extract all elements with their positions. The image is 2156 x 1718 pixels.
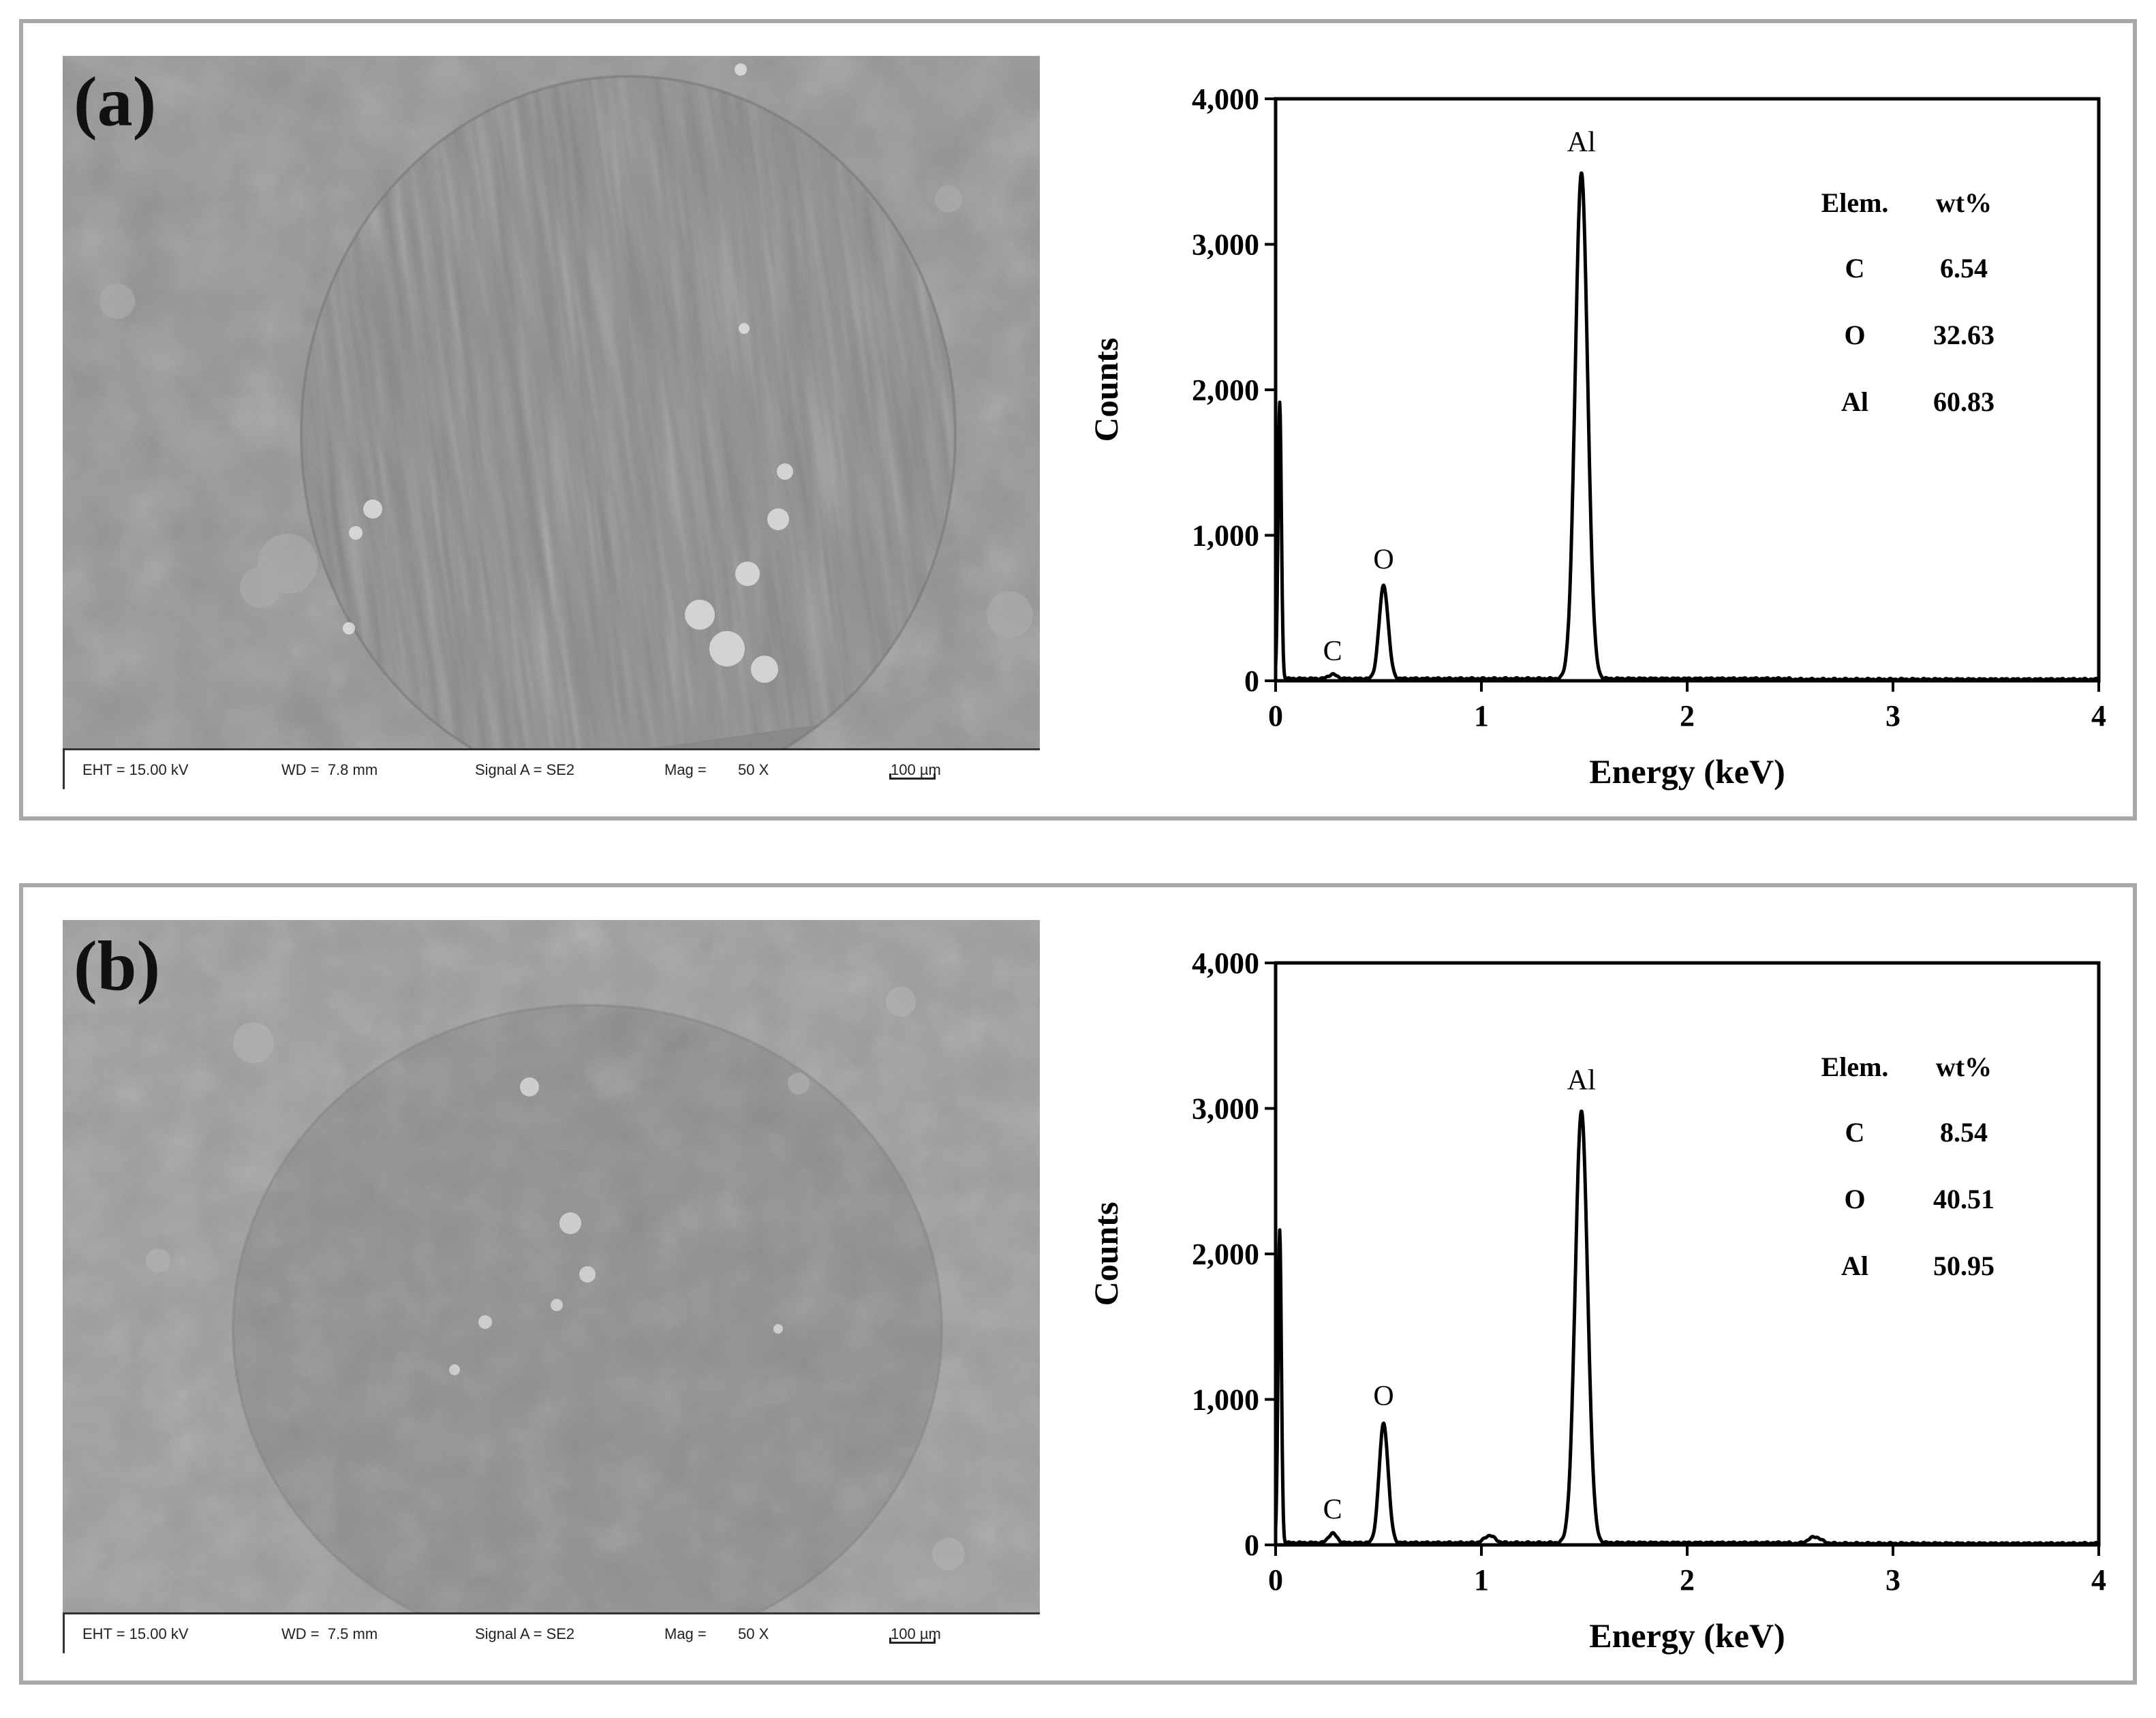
sem-eht: EHT = 15.00 kV — [82, 1625, 189, 1642]
panel-label-b: (b) — [74, 927, 161, 1005]
sem-mag-label: Mag = — [664, 761, 707, 778]
x-tick-label: 1 — [1474, 1563, 1489, 1597]
composition-header-value: wt% — [1936, 187, 1992, 218]
x-tick-label: 3 — [1885, 699, 1900, 733]
composition-value: 60.83 — [1933, 386, 1995, 417]
sem-wd: WD = 7.8 mm — [281, 761, 378, 778]
composition-table: Elem. wt% C 8.54 O 40.51 Al 50.95 — [1821, 1052, 1995, 1281]
x-tick-label: 4 — [2091, 699, 2106, 733]
sem-wd: WD = 7.5 mm — [281, 1625, 378, 1642]
x-tick-label: 4 — [2091, 1563, 2106, 1597]
spectrum-line — [1274, 171, 2100, 682]
x-axis-label: Energy (keV) — [1589, 1616, 1785, 1655]
sem-mag-value: 50 X — [738, 1625, 769, 1642]
peak-label: Al — [1567, 1065, 1596, 1096]
sem-signal: Signal A = SE2 — [475, 1625, 575, 1642]
sem-micrograph-b: EHT = 15.00 kV WD = 7.5 mm Signal A = SE… — [63, 920, 1040, 1653]
x-tick-label: 2 — [1680, 1563, 1695, 1597]
sem-image-a — [63, 56, 1040, 748]
x-axis-label: Energy (keV) — [1589, 752, 1785, 791]
panel-label-a: (a) — [74, 63, 157, 141]
composition-element: C — [1845, 1117, 1865, 1148]
x-tick-label: 2 — [1680, 699, 1695, 733]
sem-micrograph-a: EHT = 15.00 kV WD = 7.8 mm Signal A = SE… — [63, 56, 1040, 789]
scalebar — [889, 1638, 936, 1644]
scalebar-label: 100 µm — [891, 1625, 941, 1642]
composition-element: O — [1844, 320, 1865, 350]
composition-header-element: Elem. — [1821, 1052, 1889, 1082]
peak-labels: C O Al — [1323, 1065, 1596, 1526]
sem-mag-label: Mag = — [664, 1625, 707, 1642]
composition-element: Al — [1841, 1251, 1868, 1281]
composition-element: C — [1845, 253, 1865, 283]
peak-label: Al — [1567, 127, 1596, 158]
y-tick-label: 2,000 — [1192, 373, 1259, 407]
y-tick-label: 4,000 — [1192, 947, 1259, 980]
sem-info-bar-b: EHT = 15.00 kV WD = 7.5 mm Signal A = SE… — [63, 1612, 1040, 1653]
y-tick-label: 3,000 — [1192, 228, 1259, 262]
y-tick-label: 2,000 — [1192, 1238, 1259, 1271]
sem-signal: Signal A = SE2 — [475, 761, 575, 778]
composition-header-element: Elem. — [1821, 187, 1889, 218]
axis-ticks: 0 1 2 3 4 0 1,000 2,000 3,000 4,000 — [1192, 947, 2106, 1597]
x-tick-label: 0 — [1268, 1563, 1283, 1597]
scalebar-label: 100 µm — [891, 761, 941, 778]
scalebar — [889, 773, 936, 780]
eds-spectrum-chart-a: 0 1 2 3 4 0 1,000 2,000 3,000 4,000 Counts Energy… — [1087, 82, 2106, 791]
composition-value: 32.63 — [1933, 320, 1995, 350]
panel-b: EHT = 15.00 kV WD = 7.5 mm Signal A = SE… — [19, 883, 2137, 1685]
y-tick-label: 3,000 — [1192, 1092, 1259, 1126]
sem-eht: EHT = 15.00 kV — [82, 761, 189, 778]
peak-label: C — [1323, 636, 1342, 667]
axis-ticks: 0 1 2 3 4 0 1,000 2,000 3,000 4,000 — [1192, 82, 2106, 733]
sem-image-b — [63, 920, 1040, 1612]
x-tick-label: 1 — [1474, 699, 1489, 733]
composition-value: 8.54 — [1940, 1117, 1988, 1148]
composition-element: O — [1844, 1184, 1865, 1214]
y-tick-label: 0 — [1244, 1529, 1259, 1562]
composition-element: Al — [1841, 386, 1868, 417]
spectrum-line — [1274, 1109, 2100, 1546]
peak-label: O — [1373, 544, 1393, 576]
sem-mag-value: 50 X — [738, 761, 769, 778]
y-axis-label: Counts — [1087, 338, 1125, 442]
y-tick-label: 1,000 — [1192, 519, 1259, 553]
peak-label: O — [1373, 1381, 1393, 1412]
composition-value: 50.95 — [1933, 1251, 1995, 1281]
y-tick-label: 0 — [1244, 664, 1259, 698]
composition-value: 40.51 — [1933, 1184, 1995, 1214]
composition-header-value: wt% — [1936, 1052, 1992, 1082]
sem-info-bar-a: EHT = 15.00 kV WD = 7.8 mm Signal A = SE… — [63, 748, 1040, 789]
peak-labels: C O Al — [1323, 127, 1596, 667]
y-tick-label: 1,000 — [1192, 1383, 1259, 1417]
composition-value: 6.54 — [1940, 253, 1988, 283]
panel-a: EHT = 15.00 kV WD = 7.8 mm Signal A = SE… — [19, 19, 2137, 820]
composition-table: Elem. wt% C 6.54 O 32.63 Al 60.83 — [1821, 187, 1995, 417]
peak-label: C — [1323, 1494, 1342, 1526]
y-tick-label: 4,000 — [1192, 82, 1259, 116]
eds-spectrum-chart-b: 0 1 2 3 4 0 1,000 2,000 3,000 4,000 Counts Energy… — [1087, 947, 2106, 1655]
x-tick-label: 0 — [1268, 699, 1283, 733]
x-tick-label: 3 — [1885, 1563, 1900, 1597]
y-axis-label: Counts — [1087, 1202, 1125, 1306]
